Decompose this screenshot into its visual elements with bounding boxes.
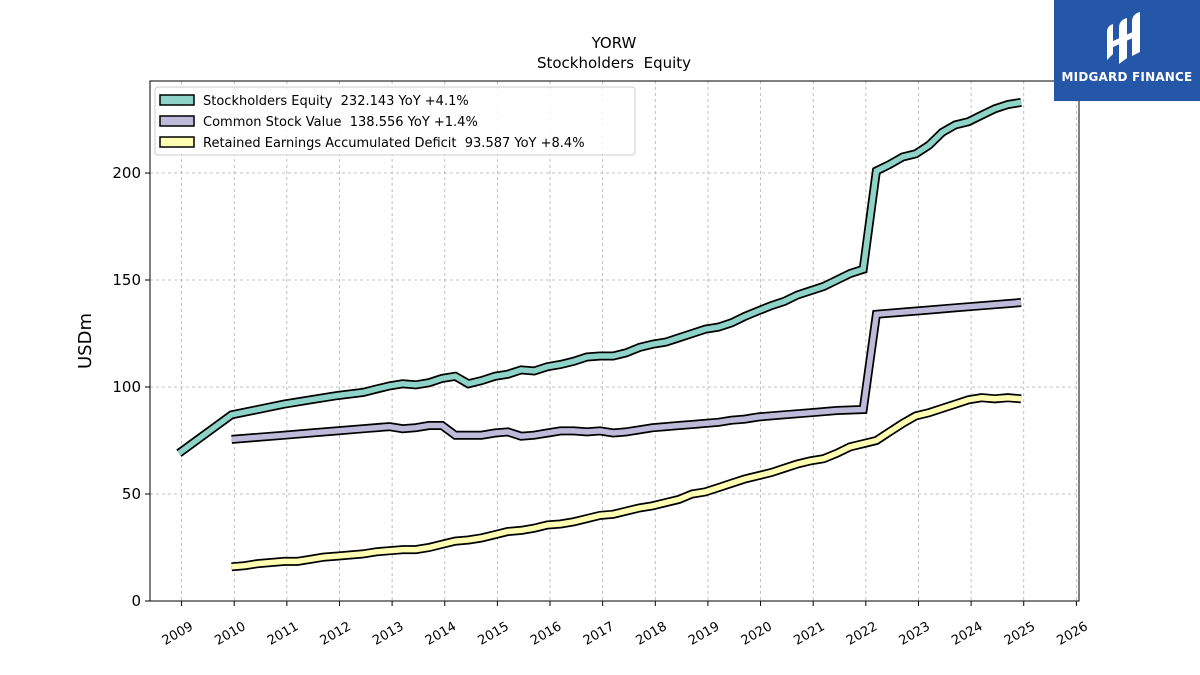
- series-lines: [176, 97, 1022, 572]
- legend-swatch-retained-earnings: [159, 136, 195, 148]
- grid: [150, 81, 1079, 602]
- chart-title: YORW: [591, 34, 637, 52]
- series-line-1: [231, 299, 1022, 443]
- logo: MIDGARD FINANCE: [1054, 0, 1200, 101]
- x-tick-label: 2025: [1002, 619, 1038, 649]
- series-line-0: [177, 99, 1022, 456]
- x-tick-label: 2016: [528, 619, 564, 649]
- y-tick-label: 100: [112, 378, 141, 396]
- x-tick-label: 2017: [581, 619, 617, 649]
- x-tick-label: 2010: [212, 619, 248, 649]
- chart-subtitle: Stockholders Equity: [537, 54, 691, 72]
- logo-text: MIDGARD FINANCE: [1061, 70, 1193, 84]
- x-tick-label: 2014: [423, 619, 459, 649]
- y-tick-label: 200: [112, 164, 141, 182]
- x-tick-label: 2015: [476, 619, 512, 649]
- x-tick-label: 2026: [1055, 619, 1091, 649]
- legend-label-common-stock-value: Common Stock Value 138.556 YoY +1.4%: [203, 115, 478, 130]
- midgard-finance-logo-icon: [1107, 12, 1140, 64]
- x-tick-label: 2011: [265, 619, 301, 649]
- x-tick-label: 2020: [739, 619, 775, 649]
- legend-box: [154, 86, 636, 156]
- x-tick-label: 2012: [318, 619, 354, 649]
- series-line-2: [231, 394, 1022, 570]
- legend-swatch-common-stock-value: [159, 115, 195, 127]
- legend-swatch-stockholders-equity: [159, 94, 195, 106]
- legend: Stockholders Equity 232.143 YoY +4.1% Co…: [154, 86, 636, 156]
- x-tick-label: 2022: [844, 619, 880, 649]
- x-tick-label: 2023: [897, 619, 933, 649]
- x-tick-label: 2018: [633, 619, 669, 649]
- x-tick-label: 2009: [160, 619, 196, 649]
- legend-label-stockholders-equity: Stockholders Equity 232.143 YoY +4.1%: [203, 94, 469, 109]
- x-tick-label: 2013: [370, 619, 406, 649]
- y-tick-label: 150: [112, 271, 141, 289]
- x-tick-label: 2019: [686, 619, 722, 649]
- plot-frame: [149, 80, 1080, 602]
- x-tick-label: 2024: [949, 619, 985, 649]
- legend-label-retained-earnings: Retained Earnings Accumulated Deficit 93…: [203, 136, 585, 151]
- x-tick-label: 2021: [791, 619, 827, 649]
- y-axis-label: USDm: [75, 313, 96, 369]
- y-tick-label: 0: [131, 592, 141, 610]
- y-tick-label: 50: [122, 485, 141, 503]
